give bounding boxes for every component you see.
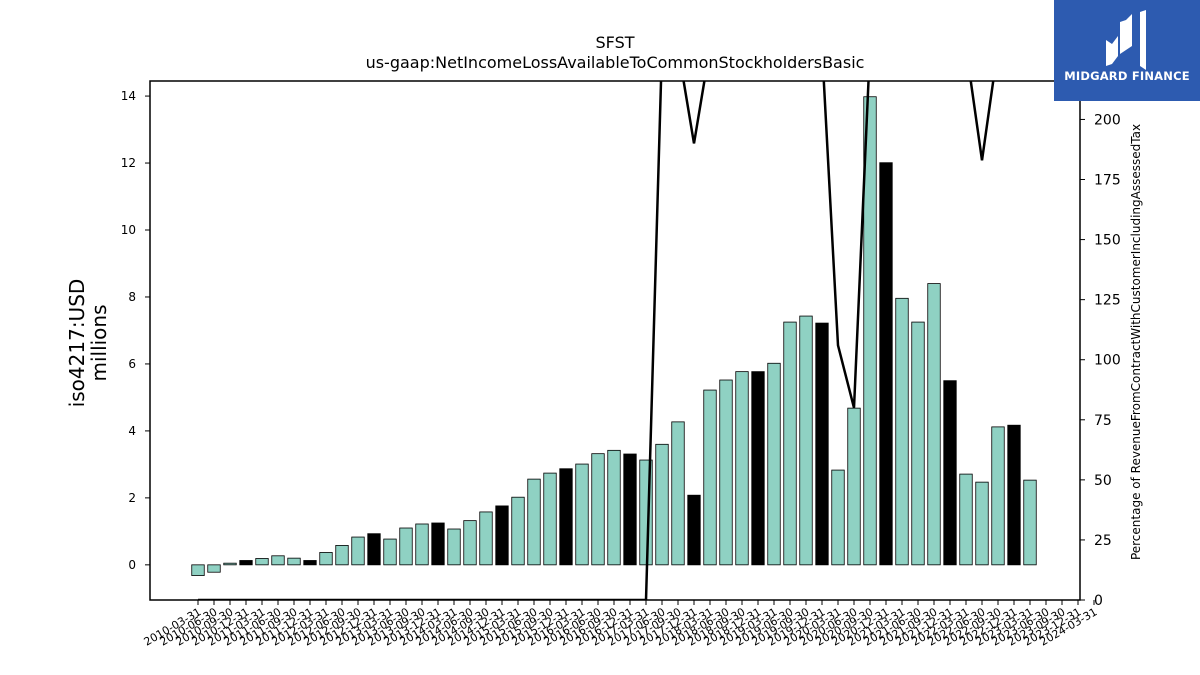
bar-2016-03-31	[575, 463, 589, 566]
bar-2014-06-30	[463, 520, 477, 566]
bar-2016-09-30	[607, 449, 621, 566]
bar-2013-06-30	[399, 527, 413, 566]
right-tick-label: 100	[1094, 353, 1121, 369]
plot-frame	[149, 80, 1081, 601]
bar-2020-09-30	[863, 96, 877, 566]
bar-2014-09-30	[479, 511, 493, 566]
left-axis-label-line2: millions	[87, 304, 111, 382]
bar-2014-03-31	[447, 528, 461, 566]
bar-2019-12-31	[815, 322, 829, 566]
logo-text: MIDGARD FINANCE	[1064, 69, 1190, 83]
bar-2014-12-31	[495, 505, 509, 566]
bar-2020-03-31	[831, 469, 845, 566]
bar-2013-12-31	[431, 522, 445, 566]
bar-2022-03-31	[959, 473, 973, 566]
bar-2022-09-30	[991, 426, 1005, 566]
x-axis-ticks: 2010-03-312010-06-302010-09-302010-12-31…	[142, 600, 1100, 649]
right-tick-label: 75	[1094, 413, 1112, 429]
bar-2017-06-30	[655, 443, 669, 566]
bar-2019-06-30	[783, 321, 797, 566]
bar-2018-12-31	[751, 371, 765, 566]
bar-2010-12-31	[239, 560, 253, 566]
bar-2012-03-31	[319, 552, 333, 566]
bar-2015-03-31	[511, 496, 525, 566]
bar-2017-12-31	[687, 494, 701, 566]
bar-2012-06-30	[335, 545, 349, 566]
bar-2015-09-30	[543, 472, 557, 566]
bar-2018-03-31	[703, 389, 717, 566]
right-tick-label: 0	[1094, 593, 1103, 609]
bar-2021-06-30	[911, 321, 925, 566]
bar-2022-12-31	[1007, 424, 1021, 566]
right-axis-ticks: 0 25 50 75 100 125 150 175 200	[1080, 112, 1121, 609]
left-tick-label: 2	[128, 491, 136, 505]
midgard-logo-icon	[1106, 10, 1146, 70]
left-axis-ticks: 0 2 4 6 8 10 12 14	[121, 89, 150, 572]
right-tick-label: 25	[1094, 533, 1112, 549]
right-tick-label: 125	[1094, 293, 1121, 309]
bar-2019-03-31	[767, 362, 781, 566]
bar-2010-09-30	[223, 562, 237, 566]
bar-2016-12-31	[623, 453, 637, 566]
chart-subtitle: us-gaap:NetIncomeLossAvailableToCommonSt…	[365, 53, 865, 72]
left-tick-label: 4	[128, 424, 136, 438]
bar-2011-09-30	[287, 557, 301, 566]
bar-2010-03-31	[191, 564, 205, 576]
bar-2022-06-30	[975, 481, 989, 566]
bar-2012-09-30	[351, 536, 365, 566]
bars-group	[191, 96, 1037, 576]
right-tick-label: 150	[1094, 233, 1121, 249]
left-tick-label: 10	[121, 223, 136, 237]
bar-2021-12-31	[943, 380, 957, 566]
bar-2020-12-31	[879, 162, 893, 566]
right-axis-label: Percentage of RevenueFromContractWithCus…	[1129, 123, 1143, 561]
bar-2015-12-31	[559, 468, 573, 566]
bar-2013-09-30	[415, 523, 429, 566]
bar-2010-06-30	[207, 564, 221, 573]
right-tick-label: 200	[1094, 112, 1121, 128]
bar-2011-12-31	[303, 560, 317, 566]
bar-2011-03-31	[255, 558, 269, 566]
bar-2023-03-31	[1023, 479, 1037, 566]
left-axis-label-line1: iso4217:USD	[65, 278, 89, 408]
left-tick-label: 0	[128, 558, 136, 572]
right-tick-label: 175	[1094, 173, 1121, 189]
bar-2019-09-30	[799, 315, 813, 566]
bar-2021-09-30	[927, 283, 941, 566]
left-tick-label: 8	[128, 290, 136, 304]
bar-2020-06-30	[847, 407, 861, 566]
left-axis-label: iso4217:USD millions	[65, 278, 111, 408]
bar-2013-03-31	[383, 538, 397, 566]
bar-2011-06-30	[271, 555, 285, 566]
bar-2021-03-31	[895, 297, 909, 566]
bar-2015-06-30	[527, 478, 541, 566]
bar-2012-12-31	[367, 533, 381, 566]
left-tick-label: 6	[128, 357, 136, 371]
bar-2016-06-30	[591, 453, 605, 566]
left-tick-label: 14	[121, 89, 136, 103]
bar-2017-09-30	[671, 421, 685, 566]
right-tick-label: 50	[1094, 473, 1112, 489]
bar-2018-06-30	[719, 379, 733, 566]
midgard-finance-logo: MIDGARD FINANCE	[1054, 0, 1200, 101]
bar-2018-09-30	[735, 371, 749, 566]
chart-title: SFST	[595, 33, 635, 52]
left-tick-label: 12	[121, 156, 136, 170]
